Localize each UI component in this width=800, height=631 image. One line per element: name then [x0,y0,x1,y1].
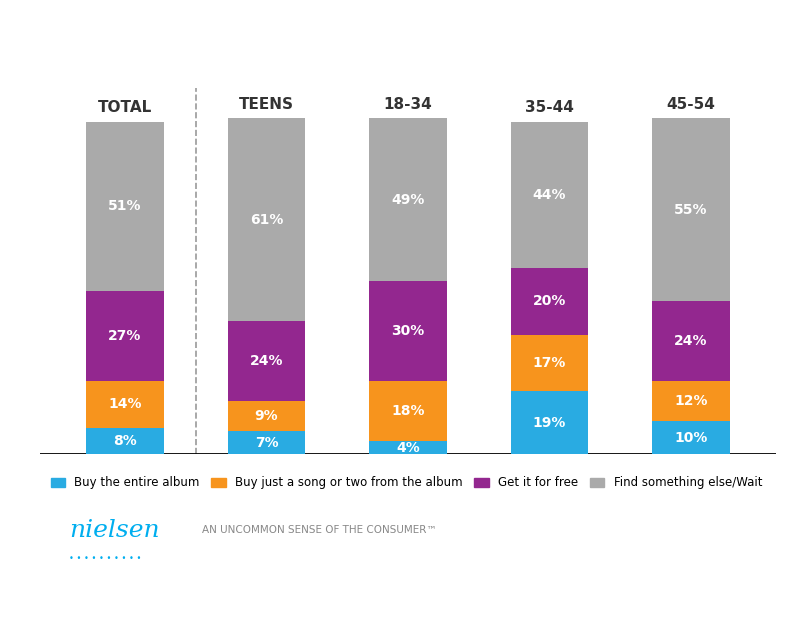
Text: 24%: 24% [674,334,708,348]
Bar [227,321,306,401]
Text: 24%: 24% [250,354,283,368]
Text: 27%: 27% [108,329,142,343]
Bar [86,122,164,292]
Text: 51%: 51% [108,199,142,213]
Legend: Buy the entire album, Buy just a song or two from the album, Get it for free, Fi: Buy the entire album, Buy just a song or… [46,471,767,494]
Bar [652,118,730,301]
Bar [510,391,589,454]
Text: 17%: 17% [533,356,566,370]
Text: 7%: 7% [254,435,278,450]
Bar [510,268,589,334]
Text: 4%: 4% [396,440,420,455]
Text: 30%: 30% [391,324,425,338]
Text: Copyright © 2014 The Nielsen Company: Copyright © 2014 The Nielsen Company [40,596,294,609]
Bar [227,401,306,431]
Bar [510,334,589,391]
Text: 14%: 14% [108,398,142,411]
Text: AN UNCOMMON SENSE OF THE CONSUMER™: AN UNCOMMON SENSE OF THE CONSUMER™ [202,525,437,535]
Text: TOTAL: TOTAL [98,100,152,115]
Bar [369,381,447,441]
Text: 44%: 44% [533,188,566,202]
Text: 55%: 55% [674,203,708,217]
Bar [369,281,447,381]
Text: 61%: 61% [250,213,283,227]
Text: TEENS: TEENS [239,97,294,112]
Bar [86,381,164,428]
Bar [652,421,730,454]
Text: 12%: 12% [674,394,708,408]
Bar [86,292,164,381]
Bar [86,428,164,454]
Text: 49%: 49% [391,193,425,207]
Bar [369,118,447,281]
Text: • • • • • • • • • •: • • • • • • • • • • [70,554,142,563]
Text: 18-34: 18-34 [384,97,432,112]
Text: 18%: 18% [391,404,425,418]
Text: 10%: 10% [674,431,708,445]
Text: nielsen: nielsen [70,519,160,541]
Bar [227,118,306,321]
Bar [227,431,306,454]
Text: 8%: 8% [113,434,137,448]
Bar [510,122,589,268]
Text: 20%: 20% [533,294,566,309]
Text: 45-54: 45-54 [666,97,715,112]
Text: 35-44: 35-44 [525,100,574,115]
Bar [369,441,447,454]
Bar [652,301,730,381]
Bar [652,381,730,421]
Text: 9%: 9% [254,409,278,423]
Text: 19%: 19% [533,416,566,430]
Text: SONG AVAILABILITY AND LISTENER RESPONSE: SONG AVAILABILITY AND LISTENER RESPONSE [167,29,633,47]
